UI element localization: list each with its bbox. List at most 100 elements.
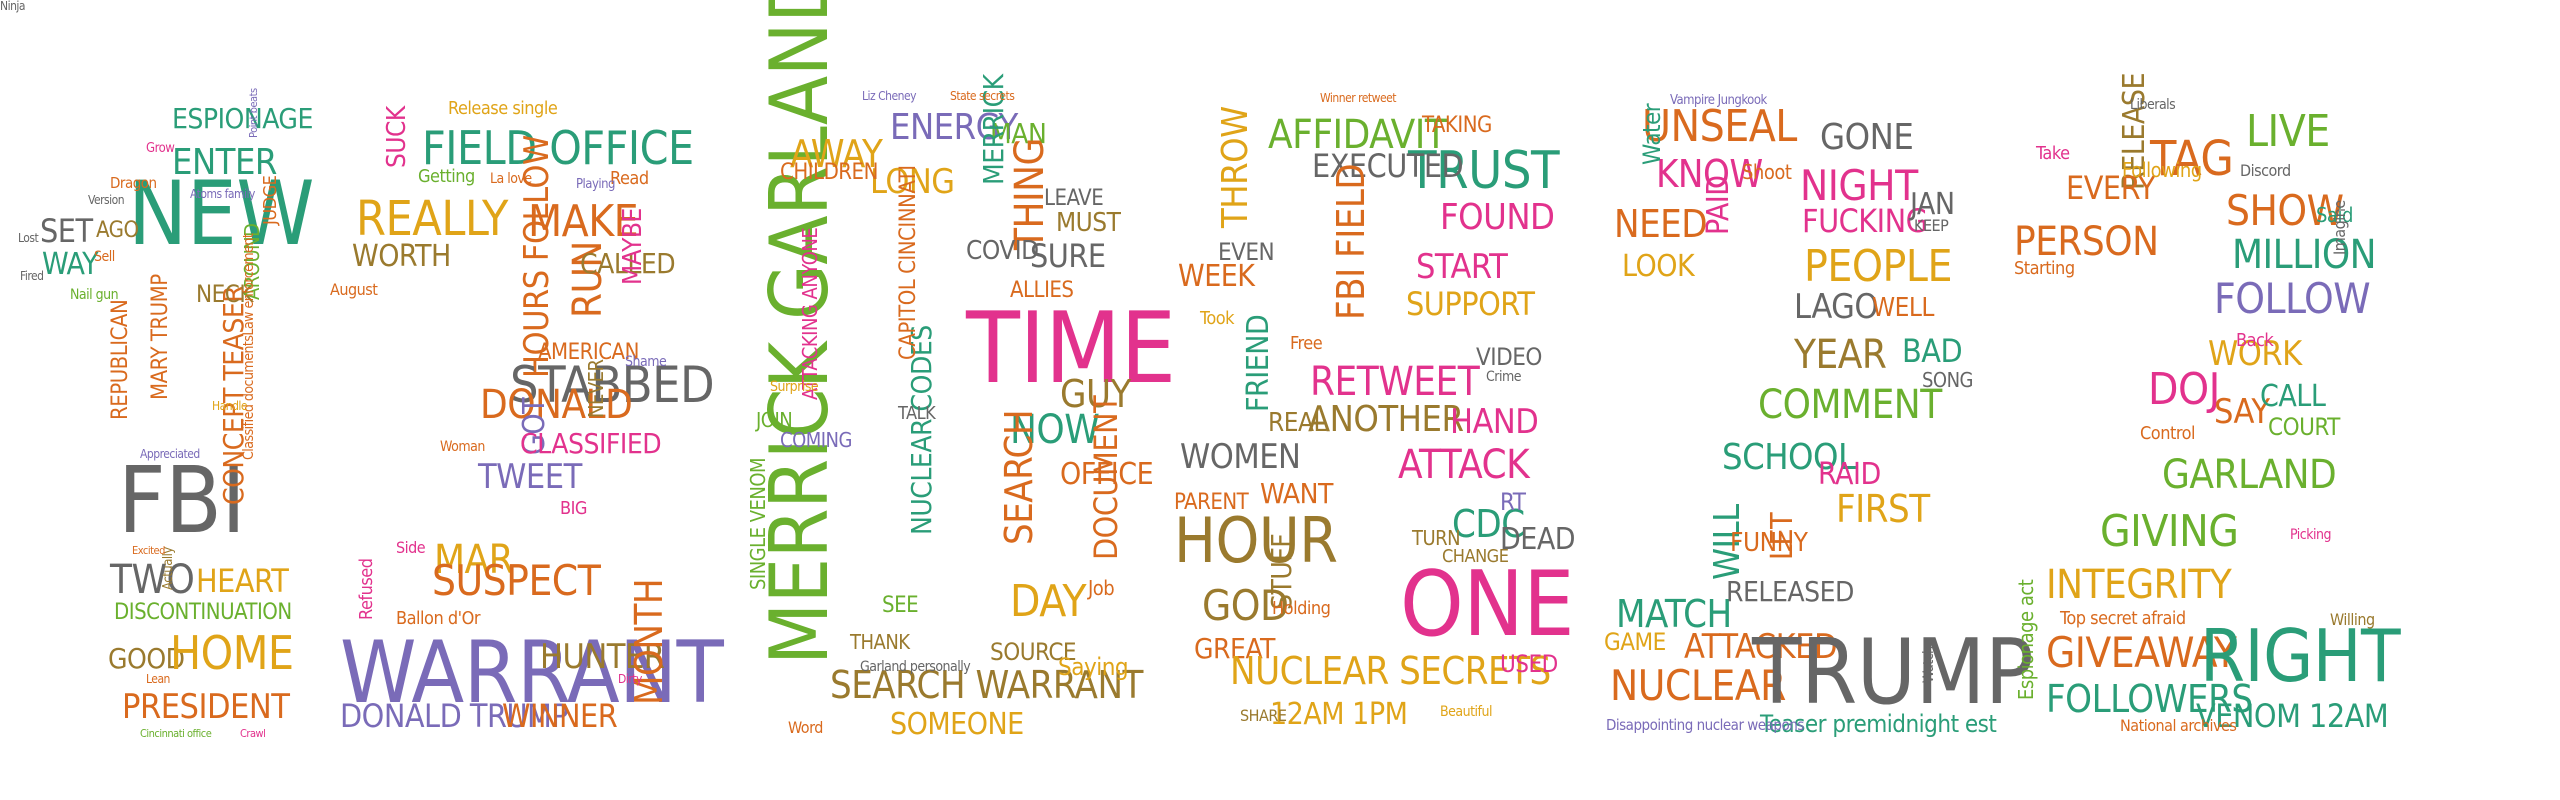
cloud-word: Liberals bbox=[2130, 97, 2176, 113]
cloud-word: FOLLOWERS bbox=[2046, 677, 2253, 721]
cloud-word: THANK bbox=[850, 630, 910, 654]
cloud-word: RT bbox=[1500, 488, 1526, 516]
cloud-word: REAL bbox=[1268, 408, 1327, 438]
cloud-word: SET bbox=[40, 212, 93, 250]
cloud-word: VIDEO bbox=[1476, 343, 1542, 371]
cloud-word: AGO bbox=[96, 218, 139, 243]
cloud-word: RELEASED bbox=[1726, 575, 1854, 608]
cloud-word: WAY bbox=[42, 247, 99, 282]
cloud-word: AMERICAN bbox=[538, 340, 639, 365]
cloud-word: Playing bbox=[576, 177, 615, 192]
cloud-word: TWO bbox=[110, 557, 195, 603]
cloud-word: LEAVE bbox=[1044, 186, 1104, 211]
cloud-word: Beautiful bbox=[1440, 704, 1492, 720]
cloud-word: NEW bbox=[128, 162, 315, 265]
cloud-word: Watch bbox=[1921, 646, 1937, 683]
cloud-word: Woman bbox=[440, 439, 485, 455]
cloud-word: ATTACKED bbox=[1684, 627, 1838, 667]
cloud-word: UNSEAL bbox=[1642, 101, 1797, 152]
cloud-word: FBI bbox=[118, 447, 246, 554]
cloud-word: PRESIDENT bbox=[122, 687, 290, 727]
cloud-word: GAME bbox=[1604, 628, 1666, 656]
cloud-word: SONG bbox=[1922, 368, 1974, 392]
cloud-word: State secrets bbox=[950, 89, 1015, 103]
cloud-word: Job bbox=[1088, 576, 1115, 600]
cloud-word: Refused bbox=[356, 558, 377, 620]
cloud-word: HUNTER bbox=[540, 637, 665, 677]
cloud-word: Shame bbox=[625, 354, 667, 370]
cloud-word: MAR bbox=[434, 537, 514, 583]
cloud-word: Control bbox=[2140, 423, 2196, 444]
cloud-word: Ballon d'Or bbox=[396, 608, 480, 629]
cloud-word: Nail gun bbox=[70, 287, 119, 303]
cloud-word: SEARCH WARRANT bbox=[830, 663, 1143, 707]
cloud-word: WELL bbox=[1872, 293, 1934, 323]
cloud-word: WEEK bbox=[1178, 259, 1255, 294]
cloud-word: NUCLEAR bbox=[1610, 661, 1786, 710]
cloud-word: Disappointing nuclear weapons bbox=[1606, 716, 1804, 734]
cloud-word: SCHOOL bbox=[1722, 437, 1856, 478]
cloud-word: RIGHT bbox=[2200, 614, 2401, 698]
cloud-word: CHILDREN bbox=[780, 160, 878, 185]
cloud-word: MAYBE bbox=[618, 208, 648, 285]
cloud-word: NOW bbox=[1010, 407, 1100, 453]
cloud-word: ENERGY bbox=[890, 107, 1018, 148]
cloud-word: DEAD bbox=[1500, 522, 1576, 557]
cloud-word: Version bbox=[88, 193, 125, 207]
cloud-word: ENTER bbox=[172, 142, 277, 183]
cloud-word: KNOW bbox=[1656, 152, 1763, 196]
cloud-word: THROW bbox=[1215, 106, 1256, 228]
cloud-word: MAN bbox=[990, 117, 1047, 150]
cloud-word: JUDGE bbox=[260, 175, 281, 225]
cloud-word: FBI FIELD bbox=[1329, 163, 1373, 320]
cloud-word: USED bbox=[1500, 650, 1558, 678]
cloud-word: Surprise bbox=[770, 379, 819, 395]
cloud-word: Winner retweet bbox=[1320, 91, 1397, 105]
cloud-word: TAG bbox=[2150, 131, 2234, 187]
cloud-word: ANOTHER bbox=[1308, 399, 1464, 440]
cloud-word: Espionage act bbox=[2014, 579, 2038, 700]
cloud-word: Release single bbox=[448, 98, 558, 119]
cloud-word: Vampire Jungkook bbox=[1670, 93, 1767, 108]
cloud-word: Top secret afraid bbox=[2060, 608, 2186, 629]
cloud-word: WANT bbox=[1260, 477, 1333, 510]
cloud-word: MILLION bbox=[2232, 232, 2377, 278]
cloud-word: Side bbox=[396, 538, 426, 557]
cloud-word: ATTACK bbox=[1398, 442, 1530, 488]
cloud-word: TALK bbox=[898, 403, 936, 424]
cloud-word: La love bbox=[490, 171, 532, 187]
cloud-word: FUCKING bbox=[1802, 202, 1928, 240]
cloud-word: HOME bbox=[170, 626, 294, 680]
cloud-word: MUST bbox=[1056, 208, 1121, 238]
cloud-word: RETWEET bbox=[1310, 359, 1480, 405]
cloud-word: BIG bbox=[560, 498, 587, 519]
cloud-word: 12AM 1PM bbox=[1270, 697, 1408, 732]
cloud-word: Classified documentsLaw enforcement bbox=[241, 233, 257, 460]
cloud-word: FUNNY bbox=[1730, 528, 1808, 558]
cloud-word: Saying bbox=[1058, 653, 1129, 681]
cloud-word: CALL bbox=[2260, 379, 2326, 414]
cloud-word: Free bbox=[1290, 333, 1323, 354]
cloud-word: DISCONTINUATION bbox=[114, 600, 292, 625]
cloud-word: COMMENT bbox=[1758, 382, 1942, 428]
cloud-word: ATTACKING ANYONE bbox=[798, 227, 822, 400]
cloud-word: National archives bbox=[2120, 716, 2237, 735]
cloud-word: LOOK bbox=[1622, 249, 1695, 284]
cloud-word: START bbox=[1416, 247, 1508, 287]
cloud-word: GOD bbox=[1202, 581, 1289, 630]
cloud-word: NEED bbox=[1614, 202, 1708, 246]
cloud-word: Imagine bbox=[2330, 200, 2349, 255]
cloud-word: GOOD bbox=[108, 642, 185, 675]
cloud-word: Water bbox=[1638, 103, 1666, 165]
cloud-word: Handle bbox=[212, 399, 248, 413]
cloud-word: HOUR bbox=[1174, 504, 1338, 577]
cloud-word: AWAY bbox=[790, 132, 883, 176]
cloud-word: EVERY bbox=[2066, 169, 2156, 207]
cloud-word: RAID bbox=[1818, 457, 1881, 492]
cloud-word: Take bbox=[2036, 143, 2070, 164]
cloud-word: GARLAND bbox=[2162, 452, 2337, 498]
cloud-word: Shoot bbox=[1742, 160, 1792, 184]
cloud-word: Following bbox=[2122, 158, 2202, 182]
cloud-word: VENOM 12AM bbox=[2196, 697, 2389, 735]
cloud-word: WORTH bbox=[352, 239, 451, 274]
